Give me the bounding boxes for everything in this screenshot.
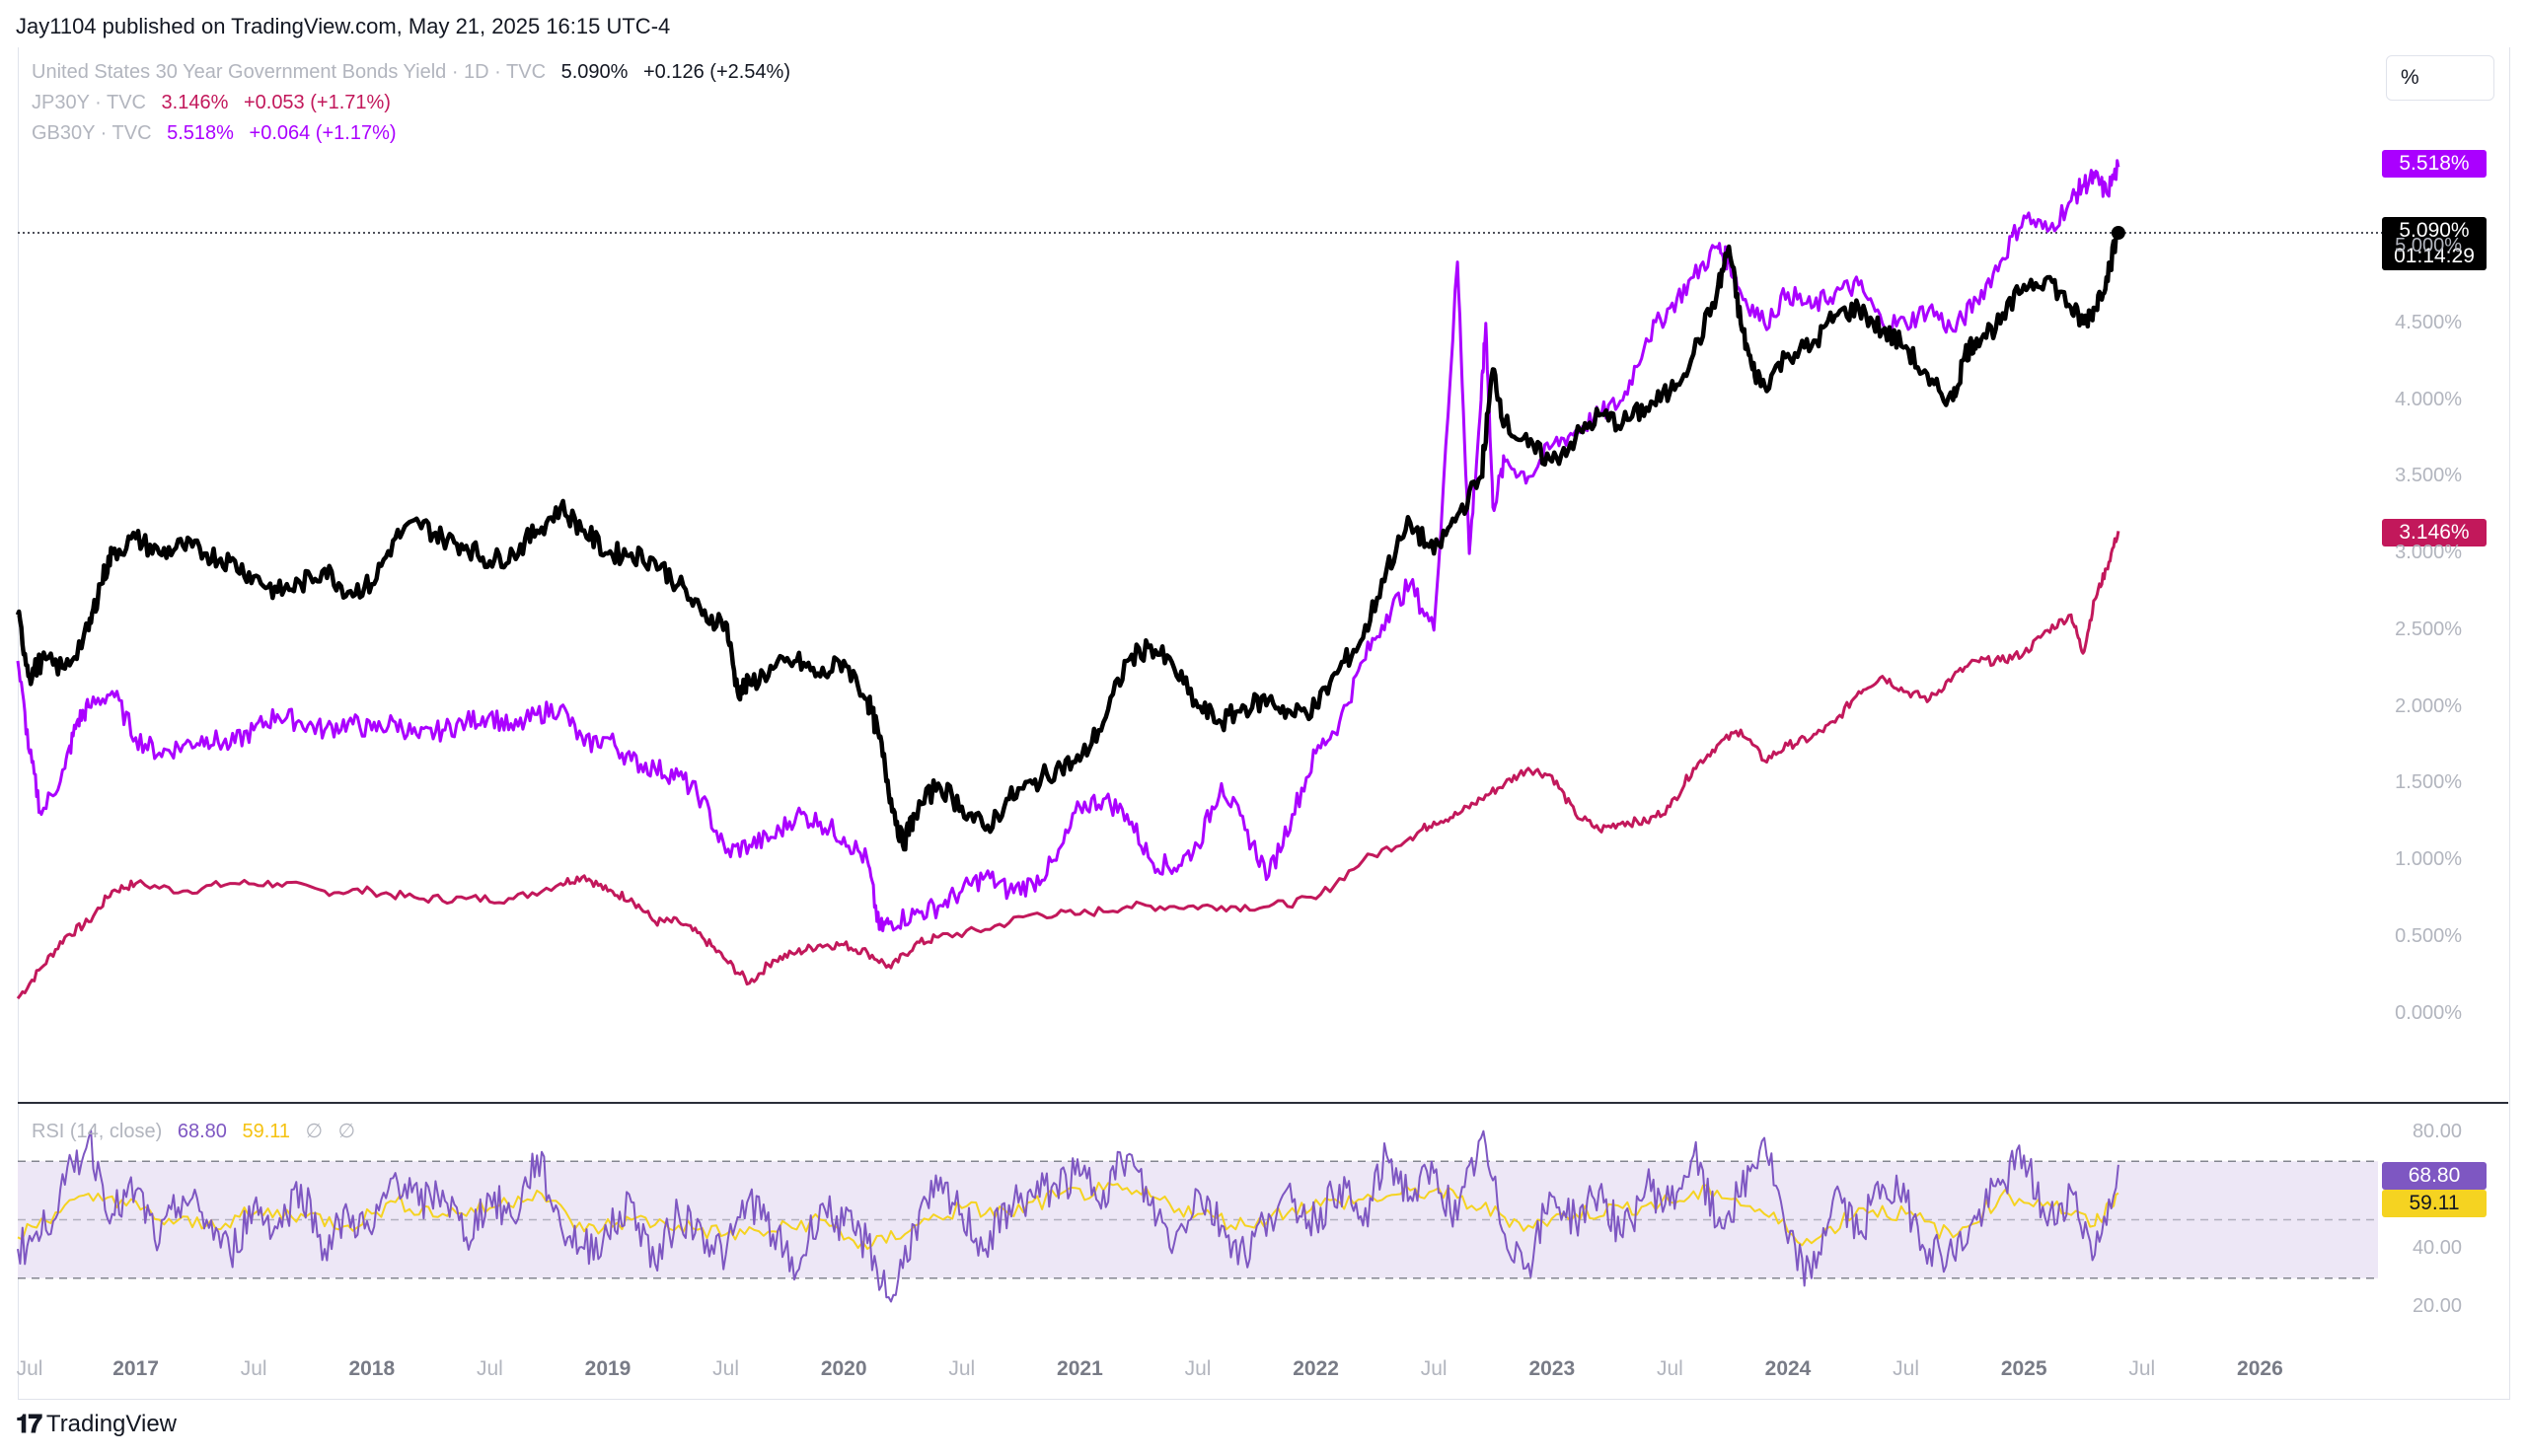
x-tick-label: Jul [712, 1357, 740, 1380]
legend-us-name: United States 30 Year Government Bonds Y… [32, 61, 547, 83]
x-tick-label: Jul [1893, 1357, 1920, 1380]
rsi-tick-label: 40.00 [2412, 1237, 2462, 1260]
y-tick-label: 4.500% [2395, 311, 2462, 333]
x-tick-label: 2023 [1528, 1357, 1576, 1380]
y-tick-label: 2.000% [2395, 694, 2462, 717]
tradingview-logo[interactable]: 𝟏𝟕 TradingView [16, 1409, 177, 1440]
price-tag-us: 5.090% [2382, 217, 2487, 245]
legend-jp-name: JP30Y · TVC [32, 92, 146, 113]
y-tick-label: 1.500% [2395, 771, 2462, 794]
price-tag-rsi: 68.80 [2382, 1162, 2487, 1190]
y-tick-label: 3.500% [2395, 465, 2462, 487]
series-line-rsi_ma [17, 1181, 2119, 1251]
y-tick-label: 0.000% [2395, 1001, 2462, 1024]
legend-rsi-value: 68.80 [177, 1121, 227, 1142]
scale-percent-button[interactable]: % [2386, 55, 2494, 101]
y-tick-label: 1.000% [2395, 848, 2462, 871]
y-tick-label: 4.000% [2395, 388, 2462, 410]
x-tick-label: 2017 [112, 1357, 159, 1380]
x-tick-label: 2018 [348, 1357, 396, 1380]
x-tick-label: Jul [1184, 1357, 1212, 1380]
y-tick-label: 0.500% [2395, 925, 2462, 947]
legend-jp-change: +0.053 (+1.71%) [243, 92, 391, 113]
legend-rsi-name: RSI (14, close) [32, 1121, 163, 1142]
price-tag-rsi-ma: 59.11 [2382, 1190, 2487, 1217]
rsi-tick-label: 20.00 [2412, 1295, 2462, 1318]
y-tick-label: 5.000% [2395, 235, 2462, 256]
x-tick-label: Jul [476, 1357, 503, 1380]
price-tag-gb: 5.518% [2382, 150, 2487, 178]
series-line-jp [16, 531, 2120, 1000]
y-tick-label: 3.000% [2395, 542, 2462, 564]
series-line-us [15, 232, 2120, 852]
series-line-rsi [17, 1129, 2119, 1303]
legend-us-value: 5.090% [560, 61, 629, 83]
price-tag-us-countdown: 01:14:29 [2382, 243, 2487, 270]
x-tick-label: Jul [1420, 1357, 1448, 1380]
legend-gb-value: 5.518% [167, 122, 234, 144]
legend-rsi[interactable]: RSI (14, close) 68.80 59.11 ∅ ∅ [32, 1119, 365, 1143]
price-tag-jp: 3.146% [2382, 519, 2487, 546]
x-tick-label: 2026 [2237, 1357, 2283, 1380]
legend-gb-change: +0.064 (+1.17%) [249, 122, 397, 144]
legend-jp-value: 3.146% [161, 92, 229, 113]
legend-gb-name: GB30Y · TVC [32, 122, 152, 144]
tradingview-brand: TradingView [45, 1411, 177, 1437]
hide-icon[interactable]: ∅ [337, 1121, 355, 1142]
publisher-note: Jay1104 published on TradingView.com, Ma… [16, 14, 671, 38]
tradingview-mark-icon: 𝟏𝟕 [16, 1409, 42, 1438]
x-tick-label: Jul [1656, 1357, 1683, 1380]
x-tick-label: Jul [948, 1357, 976, 1380]
legend-us-change: +0.126 (+2.54%) [643, 61, 790, 83]
legend-rsi-ma: 59.11 [242, 1121, 291, 1142]
x-tick-label: Jul [2128, 1357, 2156, 1380]
x-tick-label: Jul [16, 1357, 43, 1380]
legend-us[interactable]: United States 30 Year Government Bonds Y… [32, 61, 800, 84]
hide-icon[interactable]: ∅ [305, 1121, 324, 1142]
x-tick-label: 2024 [1764, 1357, 1812, 1380]
x-tick-label: Jul [240, 1357, 267, 1380]
series-last-point-us [2111, 226, 2125, 240]
x-tick-label: 2022 [1293, 1357, 1339, 1380]
y-tick-label: 2.500% [2395, 618, 2462, 640]
x-tick-label: 2021 [1057, 1357, 1103, 1380]
rsi-tick-label: 80.00 [2412, 1120, 2462, 1142]
series-line-gb [16, 159, 2120, 933]
legend-jp[interactable]: JP30Y · TVC 3.146% +0.053 (+1.71%) [32, 92, 401, 114]
legend-gb[interactable]: GB30Y · TVC 5.518% +0.064 (+1.17%) [32, 122, 407, 145]
x-tick-label: 2025 [2000, 1357, 2047, 1380]
chart-frame [18, 47, 2510, 1400]
x-tick-label: 2019 [584, 1357, 632, 1380]
x-tick-label: 2020 [820, 1357, 867, 1380]
